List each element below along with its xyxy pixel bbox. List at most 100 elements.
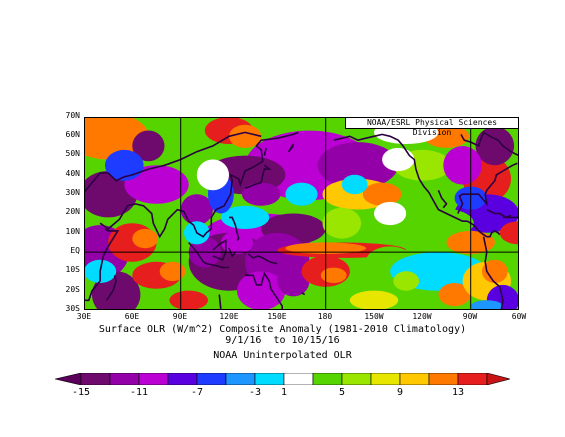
colorbar-swatch — [370, 373, 401, 385]
anomaly-patch — [403, 207, 474, 239]
anomaly-patch — [84, 171, 138, 218]
map-date-range: 9/1/16 to 10/15/16 — [225, 335, 340, 346]
lat-label-70n: 70N — [65, 111, 80, 120]
colorbar-swatch — [341, 373, 372, 385]
colorbar-tick-label: -7 — [190, 387, 204, 398]
lat-label-50n: 50N — [65, 149, 80, 158]
coastline — [212, 239, 227, 261]
anomaly-patch — [475, 126, 515, 166]
colorbar-swatch — [80, 373, 111, 385]
colorbar-swatch — [196, 373, 227, 385]
anomaly-patch — [229, 124, 262, 148]
lat-label-20n: 20N — [65, 207, 80, 216]
colorbar-min-arrow — [55, 373, 82, 385]
anomaly-patch — [438, 283, 471, 307]
lat-label-60n: 60N — [65, 130, 80, 139]
coastline — [84, 131, 262, 193]
anomaly-patch — [132, 228, 159, 249]
anomaly-patch — [132, 130, 165, 162]
anomaly-patch — [374, 201, 407, 226]
lat-label-10n: 10N — [65, 227, 80, 236]
olr-map — [84, 117, 519, 310]
anomaly-patch — [220, 205, 270, 229]
coastline — [482, 236, 504, 310]
lon-label-180: 180 — [317, 312, 333, 321]
anomaly-patch — [322, 207, 362, 239]
coastline — [333, 133, 501, 238]
anomaly-patch — [124, 165, 189, 204]
colorbar-swatch — [167, 373, 198, 385]
lon-label-30e: 30E — [76, 312, 92, 321]
anomaly-patch — [180, 194, 213, 225]
coastline — [301, 291, 306, 296]
colorbar-swatch — [225, 373, 256, 385]
anomaly-patch — [169, 290, 208, 310]
anomaly-patch — [84, 117, 149, 160]
anomaly-patch — [237, 271, 286, 310]
coastline — [437, 189, 448, 209]
coastline — [99, 131, 299, 239]
anomaly-patch — [341, 174, 368, 195]
anomaly-patch — [382, 147, 415, 172]
lon-label-120w: 120W — [412, 312, 432, 321]
colorbar-tick-label: 13 — [451, 387, 465, 398]
colorbar-tick-label: -3 — [248, 387, 262, 398]
lon-label-90w: 90W — [462, 312, 478, 321]
map-title: Surface OLR (W/m^2) Composite Anomaly (1… — [98, 324, 467, 335]
coastline — [263, 147, 267, 156]
lat-label-10s: 10S — [65, 265, 80, 274]
anomaly-patch — [317, 142, 399, 189]
lat-label-30n: 30N — [65, 188, 80, 197]
colorbar-swatch — [138, 373, 169, 385]
colorbar-tick-label: -11 — [129, 387, 149, 398]
colorbar — [55, 373, 510, 385]
anomaly-patch — [196, 159, 229, 191]
lat-label-40n: 40N — [65, 169, 80, 178]
lon-label-150w: 150W — [364, 312, 384, 321]
colorbar-swatch — [109, 373, 140, 385]
coastline — [244, 164, 272, 190]
lat-label-eq: EQ — [70, 246, 80, 255]
olr-anomaly-field — [84, 117, 519, 310]
lat-label-30s: 30S — [65, 304, 80, 313]
anomaly-patch — [362, 182, 402, 206]
coastline — [105, 275, 118, 301]
colorbar-swatch — [457, 373, 488, 385]
anomaly-patch — [499, 221, 519, 245]
lon-label-60e: 60E — [124, 312, 140, 321]
dataset-label: NOAA Uninterpolated OLR — [213, 350, 352, 361]
colorbar-swatch — [283, 373, 314, 385]
lat-label-20s: 20S — [65, 285, 80, 294]
credit-label: NOAA/ESRL Physical Sciences Division — [345, 118, 518, 137]
anomaly-patch — [320, 267, 347, 283]
colorbar-tick-label: 9 — [396, 387, 404, 398]
coastline — [460, 131, 519, 157]
coastline — [84, 228, 120, 302]
coastline — [228, 247, 237, 258]
colorbar-tick-label: 5 — [338, 387, 346, 398]
coastline — [247, 253, 278, 265]
anomaly-patch — [241, 182, 281, 206]
coastline — [457, 162, 518, 214]
anomaly-patch — [349, 290, 399, 310]
anomaly-patch — [285, 182, 318, 206]
anomaly-patch — [470, 300, 503, 310]
lon-label-150e: 150E — [267, 312, 287, 321]
anomaly-patch — [393, 271, 420, 291]
coastline — [245, 271, 283, 310]
colorbar-swatch — [428, 373, 459, 385]
coastline — [229, 216, 240, 242]
colorbar-swatch — [399, 373, 430, 385]
anomaly-patch — [443, 146, 482, 185]
lon-label-60w: 60W — [511, 312, 527, 321]
colorbar-max-arrow — [486, 373, 510, 385]
colorbar-swatch — [312, 373, 343, 385]
coastline — [287, 143, 295, 153]
lon-label-90e: 90E — [172, 312, 188, 321]
colorbar-swatch — [254, 373, 285, 385]
anomaly-patch — [277, 265, 310, 297]
coastline — [188, 241, 207, 265]
anomaly-patch — [105, 149, 144, 181]
map-frame — [84, 117, 519, 310]
anomaly-patch — [159, 261, 186, 282]
